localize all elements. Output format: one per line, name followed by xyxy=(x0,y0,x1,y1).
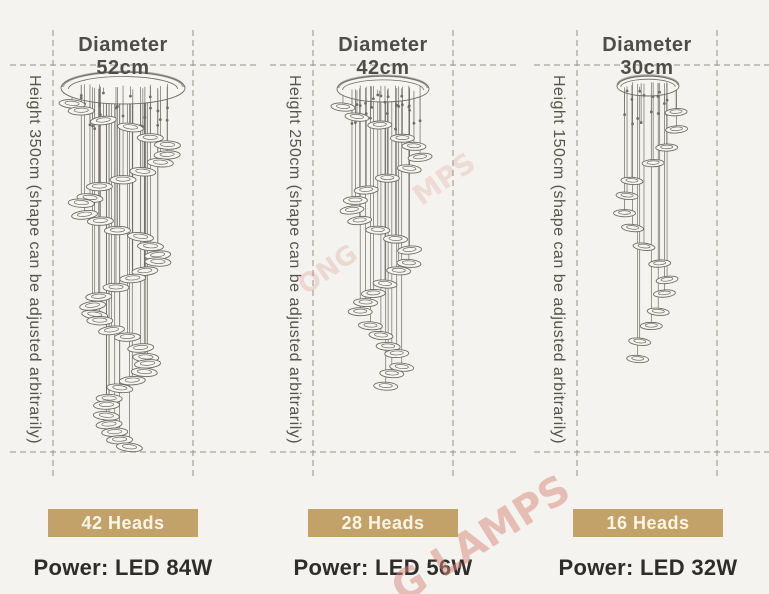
height-label: Height 250cm (shape can be adjusted arbi… xyxy=(286,75,303,445)
dimension-guides xyxy=(534,30,769,477)
diameter-label: Diameter 42cm xyxy=(338,34,428,79)
heads-count-badge: 16 Heads xyxy=(573,509,723,537)
power-label: Power: LED 32W xyxy=(558,555,738,580)
height-label: Height 350cm (shape can be adjusted arbi… xyxy=(26,75,43,445)
power-label: Power: LED 56W xyxy=(293,555,473,580)
heads-count-badge: 28 Heads xyxy=(308,509,458,537)
dimension-guides xyxy=(10,30,256,477)
diameter-label: Diameter 52cm xyxy=(78,34,168,79)
power-label: Power: LED 84W xyxy=(33,555,213,580)
chandelier-drawing xyxy=(613,74,688,364)
height-label: Height 150cm (shape can be adjusted arbi… xyxy=(550,75,567,445)
chandelier-drawing xyxy=(330,74,433,391)
heads-count-badge: 42 Heads xyxy=(48,509,198,537)
diameter-label: Diameter 30cm xyxy=(602,34,692,79)
chandelier-drawing xyxy=(58,70,186,453)
dimension-guides xyxy=(270,30,518,477)
